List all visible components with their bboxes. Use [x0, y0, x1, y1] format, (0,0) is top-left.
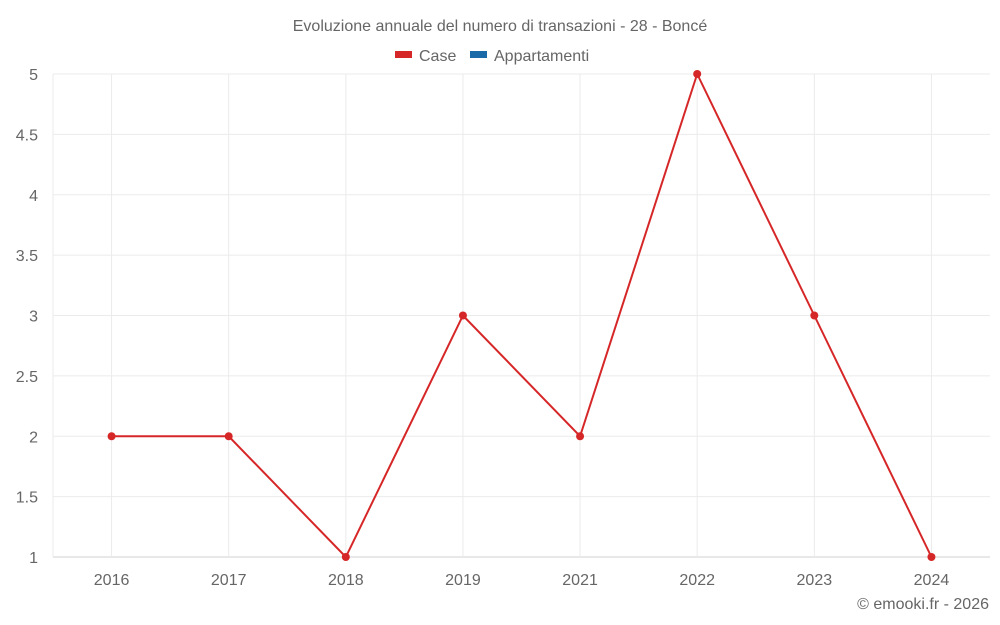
grid [52, 73, 990, 558]
x-tick-label: 2022 [679, 572, 715, 589]
legend-item-appartamenti[interactable]: Appartamenti [470, 48, 589, 65]
legend-swatch-appartamenti [470, 51, 487, 58]
x-tick-label: 2019 [445, 572, 481, 589]
x-tick-label: 2021 [562, 572, 598, 589]
y-tick-label: 3 [29, 309, 38, 326]
series-case [107, 70, 936, 561]
x-tick-label: 2018 [328, 572, 364, 589]
x-axis: 2016 2017 2018 2019 2021 2022 2023 2024 [94, 572, 950, 589]
data-point[interactable] [576, 432, 585, 441]
y-tick-label: 3.5 [16, 248, 38, 265]
series-line [111, 71, 933, 559]
y-tick-label: 1.5 [16, 490, 38, 507]
data-point[interactable] [107, 432, 116, 441]
y-tick-label: 1 [29, 550, 38, 567]
data-point[interactable] [810, 311, 819, 320]
data-point[interactable] [224, 432, 233, 441]
credit-text: © emooki.fr - 2026 [857, 596, 989, 613]
legend-label-appartamenti: Appartamenti [494, 48, 589, 65]
y-tick-label: 4 [29, 188, 38, 205]
legend-label-case: Case [419, 48, 456, 65]
y-axis: 1 1.5 2 2.5 3 3.5 4 4.5 5 [16, 67, 38, 567]
data-point[interactable] [927, 553, 936, 561]
data-point[interactable] [693, 70, 702, 78]
x-tick-label: 2017 [211, 572, 247, 589]
chart-title: Evoluzione annuale del numero di transaz… [293, 18, 708, 35]
legend: Case Appartamenti [395, 48, 589, 65]
x-tick-label: 2023 [797, 572, 833, 589]
y-tick-label: 2 [29, 429, 38, 446]
y-tick-label: 2.5 [16, 369, 38, 386]
data-point[interactable] [341, 553, 350, 561]
data-point[interactable] [458, 311, 467, 320]
y-tick-label: 5 [29, 67, 38, 84]
x-tick-label: 2016 [94, 572, 130, 589]
y-tick-label: 4.5 [16, 127, 38, 144]
legend-swatch-case [395, 51, 412, 58]
x-tick-label: 2024 [914, 572, 950, 589]
legend-item-case[interactable]: Case [395, 48, 456, 65]
